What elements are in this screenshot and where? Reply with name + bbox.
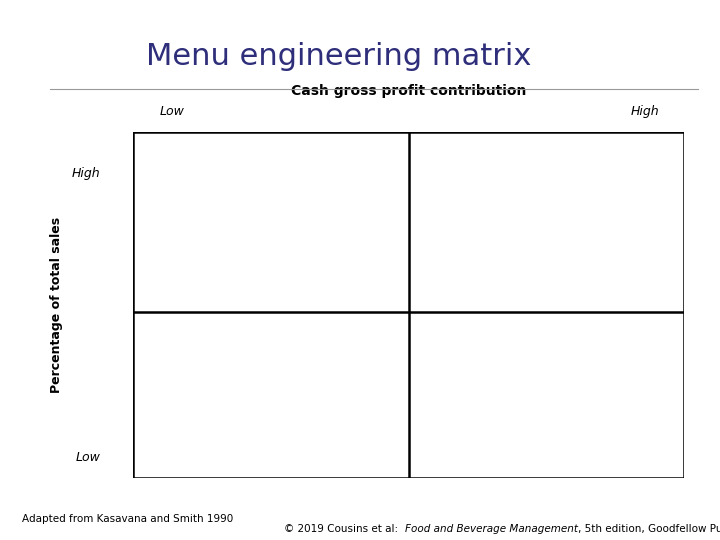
Text: Percentage of total sales: Percentage of total sales: [50, 217, 63, 393]
Text: Cash gross profit contribution: Cash gross profit contribution: [291, 84, 526, 98]
Text: Low: Low: [76, 451, 100, 464]
Text: , 5th edition, Goodfellow Publishers: , 5th edition, Goodfellow Publishers: [578, 523, 720, 534]
Text: Low: Low: [159, 105, 184, 118]
Text: High: High: [71, 167, 100, 180]
Text: Adapted from Kasavana and Smith 1990: Adapted from Kasavana and Smith 1990: [22, 514, 233, 524]
Text: Menu engineering matrix: Menu engineering matrix: [145, 42, 531, 71]
Text: High: High: [631, 105, 660, 118]
Text: © 2019 Cousins et al:: © 2019 Cousins et al:: [284, 523, 405, 534]
Text: Food and Beverage Management: Food and Beverage Management: [405, 523, 578, 534]
